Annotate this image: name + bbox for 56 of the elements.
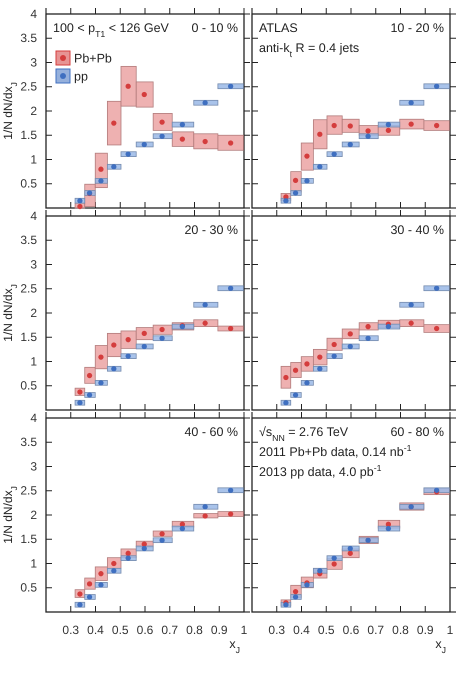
legend-label: Pb+Pb — [74, 52, 112, 66]
x-tick-label: 0.6 — [136, 623, 154, 638]
x-tick-label: 0.4 — [87, 623, 104, 638]
x-tick-label: 1 — [240, 623, 248, 638]
annotation: anti-k$_{t}$ R = 0.4 jets — [259, 41, 360, 59]
y-tick-label: 3.5 — [20, 31, 38, 46]
x-tick-label: 0.7 — [367, 623, 384, 638]
y-tick-label: 1 — [30, 354, 38, 368]
text: 30 - 40 % — [390, 223, 444, 237]
x-tick-label: 0.9 — [416, 623, 434, 638]
y-tick-label: 1.5 — [20, 128, 38, 142]
y-tick-label: 3 — [30, 257, 38, 272]
x-tick-label: 0.8 — [186, 623, 204, 638]
x-tick-label: 0.5 — [318, 623, 335, 638]
y-tick-label: 2.5 — [20, 80, 38, 94]
annotation: √s$_{NN}$ = 2.76 TeV — [259, 425, 349, 443]
annotation: 2013 pp data, 4.0 pb$^{-1}$ — [259, 463, 382, 479]
y-tick-label: 2 — [30, 104, 38, 118]
y-tick-label: 1 — [30, 556, 38, 570]
text: 0 - 10 % — [191, 21, 238, 35]
legend-label: pp — [74, 70, 88, 84]
x-tick-label: 0.8 — [392, 623, 410, 638]
y-tick-label: 4 — [30, 410, 38, 425]
y-tick-label: 4 — [30, 6, 38, 21]
annotation: 100 < p$_{T1}$ < 126 GeV — [53, 21, 170, 39]
x-tick-label: 0.7 — [161, 623, 178, 638]
x-tick-label: 0.6 — [342, 623, 360, 638]
annotation: 2011 Pb+Pb data, 0.14 nb$^{-1}$ — [259, 443, 412, 459]
y-tick-label: 3.5 — [20, 435, 38, 450]
y-tick-label: 0.5 — [20, 580, 38, 595]
annotation: ATLAS — [259, 21, 298, 35]
y-tick-label: 1 — [30, 152, 38, 166]
x-axis-title: x$_{J}$ — [435, 637, 446, 655]
x-tick-label: 0.9 — [210, 623, 228, 638]
x-tick-label: 1 — [446, 623, 454, 638]
x-tick-label: 0.5 — [112, 623, 129, 638]
x-tick-label: 0.4 — [293, 623, 310, 638]
y-tick-label: 2.5 — [20, 282, 38, 296]
y-tick-label: 0.5 — [20, 378, 38, 393]
text: 20 - 30 % — [184, 223, 238, 237]
text: 10 - 20 % — [390, 21, 444, 35]
y-tick-label: 4 — [30, 208, 38, 223]
y-tick-label: 3.5 — [20, 233, 38, 248]
x-axis-title: x$_{J}$ — [229, 637, 240, 655]
y-tick-label: 2 — [30, 306, 38, 320]
y-tick-label: 1.5 — [20, 532, 38, 546]
y-tick-label: 3 — [30, 55, 38, 70]
x-tick-label: 0.3 — [62, 623, 80, 638]
y-tick-label: 2 — [30, 508, 38, 522]
y-tick-label: 0.5 — [20, 176, 38, 191]
x-tick-label: 0.3 — [268, 623, 286, 638]
y-tick-label: 1.5 — [20, 330, 38, 344]
y-tick-label: 3 — [30, 459, 38, 474]
text: 40 - 60 % — [184, 425, 238, 439]
text: 60 - 80 % — [390, 425, 444, 439]
y-tick-label: 2.5 — [20, 484, 38, 498]
